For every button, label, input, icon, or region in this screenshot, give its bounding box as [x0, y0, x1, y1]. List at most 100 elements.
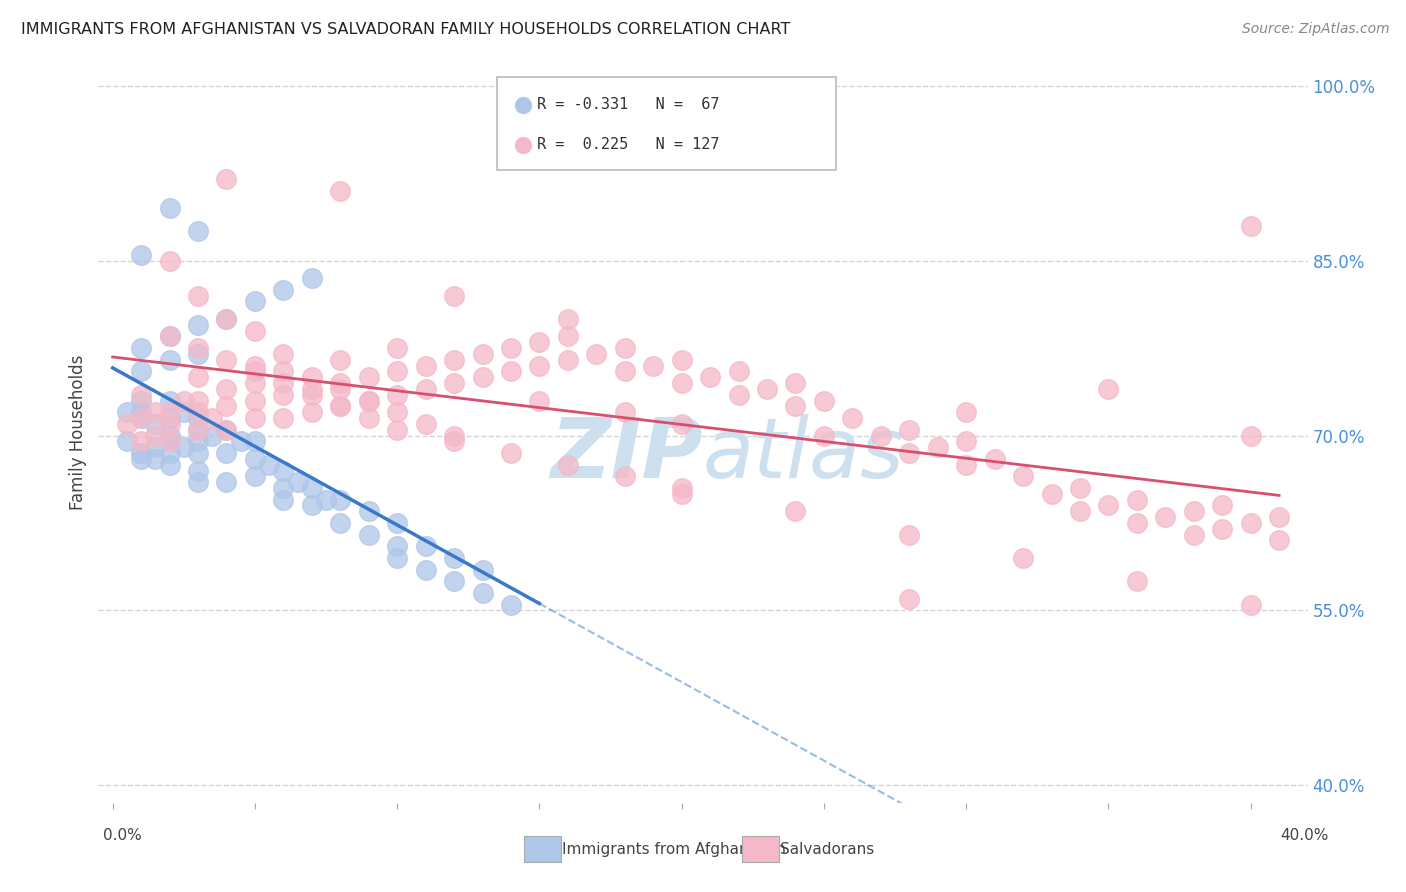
Point — [1126, 574, 1149, 589]
Point — [443, 376, 465, 390]
Point — [187, 423, 209, 437]
Point — [385, 405, 408, 419]
Point — [898, 591, 921, 606]
Point — [613, 469, 636, 483]
Text: ZIP: ZIP — [550, 414, 703, 495]
Point — [499, 446, 522, 460]
Point — [1211, 499, 1233, 513]
Point — [257, 458, 280, 472]
Point — [187, 446, 209, 460]
Point — [529, 359, 551, 373]
Point — [613, 341, 636, 355]
Point — [357, 393, 380, 408]
Point — [385, 388, 408, 402]
Point — [243, 434, 266, 449]
Point — [301, 370, 323, 384]
Point — [215, 312, 238, 326]
Point — [187, 288, 209, 302]
Point — [301, 388, 323, 402]
Point — [159, 411, 181, 425]
Point — [215, 312, 238, 326]
Point — [955, 434, 977, 449]
Point — [955, 405, 977, 419]
Point — [159, 446, 181, 460]
Point — [443, 574, 465, 589]
Point — [671, 487, 693, 501]
Point — [529, 393, 551, 408]
Point — [415, 359, 437, 373]
Point — [115, 417, 138, 431]
Point — [273, 283, 295, 297]
Point — [357, 370, 380, 384]
Point — [471, 370, 494, 384]
Point — [159, 253, 181, 268]
Point — [187, 225, 209, 239]
Point — [471, 586, 494, 600]
Point — [187, 475, 209, 490]
Text: R =  0.225   N = 127: R = 0.225 N = 127 — [537, 137, 720, 153]
Point — [159, 329, 181, 343]
Point — [499, 364, 522, 378]
Point — [273, 492, 295, 507]
Point — [329, 400, 352, 414]
Point — [215, 400, 238, 414]
Point — [1240, 598, 1263, 612]
Point — [187, 393, 209, 408]
Point — [955, 458, 977, 472]
Point — [159, 393, 181, 408]
Text: Salvadorans: Salvadorans — [780, 842, 875, 856]
Point — [287, 475, 309, 490]
Point — [385, 423, 408, 437]
Text: 0.0%: 0.0% — [103, 829, 142, 843]
Point — [1240, 428, 1263, 442]
Point — [385, 341, 408, 355]
Point — [215, 423, 238, 437]
Point — [329, 376, 352, 390]
Point — [273, 388, 295, 402]
Point — [1126, 516, 1149, 530]
Point — [785, 504, 807, 518]
Point — [1012, 551, 1035, 566]
Point — [869, 428, 891, 442]
Point — [129, 405, 152, 419]
Point — [143, 440, 166, 454]
Point — [557, 312, 579, 326]
Point — [585, 347, 607, 361]
Text: Source: ZipAtlas.com: Source: ZipAtlas.com — [1241, 22, 1389, 37]
Point — [301, 271, 323, 285]
Point — [243, 364, 266, 378]
Point — [329, 382, 352, 396]
Point — [499, 341, 522, 355]
Point — [329, 352, 352, 367]
Point — [187, 318, 209, 332]
Point — [159, 417, 181, 431]
Point — [187, 463, 209, 477]
Point — [159, 329, 181, 343]
Point — [443, 428, 465, 442]
Point — [273, 411, 295, 425]
Point — [557, 352, 579, 367]
Point — [357, 527, 380, 541]
Point — [443, 352, 465, 367]
Point — [187, 434, 209, 449]
Point — [129, 434, 152, 449]
Point — [187, 347, 209, 361]
Point — [1268, 533, 1291, 548]
Point — [143, 417, 166, 431]
Point — [499, 598, 522, 612]
Point — [273, 347, 295, 361]
Point — [129, 393, 152, 408]
Point — [1069, 481, 1091, 495]
Point — [273, 481, 295, 495]
Point — [785, 376, 807, 390]
Point — [143, 451, 166, 466]
Point — [115, 405, 138, 419]
Point — [301, 499, 323, 513]
Point — [329, 516, 352, 530]
Point — [329, 400, 352, 414]
Y-axis label: Family Households: Family Households — [69, 355, 87, 510]
Point — [1268, 510, 1291, 524]
Point — [229, 434, 252, 449]
Point — [215, 475, 238, 490]
Point — [756, 382, 779, 396]
